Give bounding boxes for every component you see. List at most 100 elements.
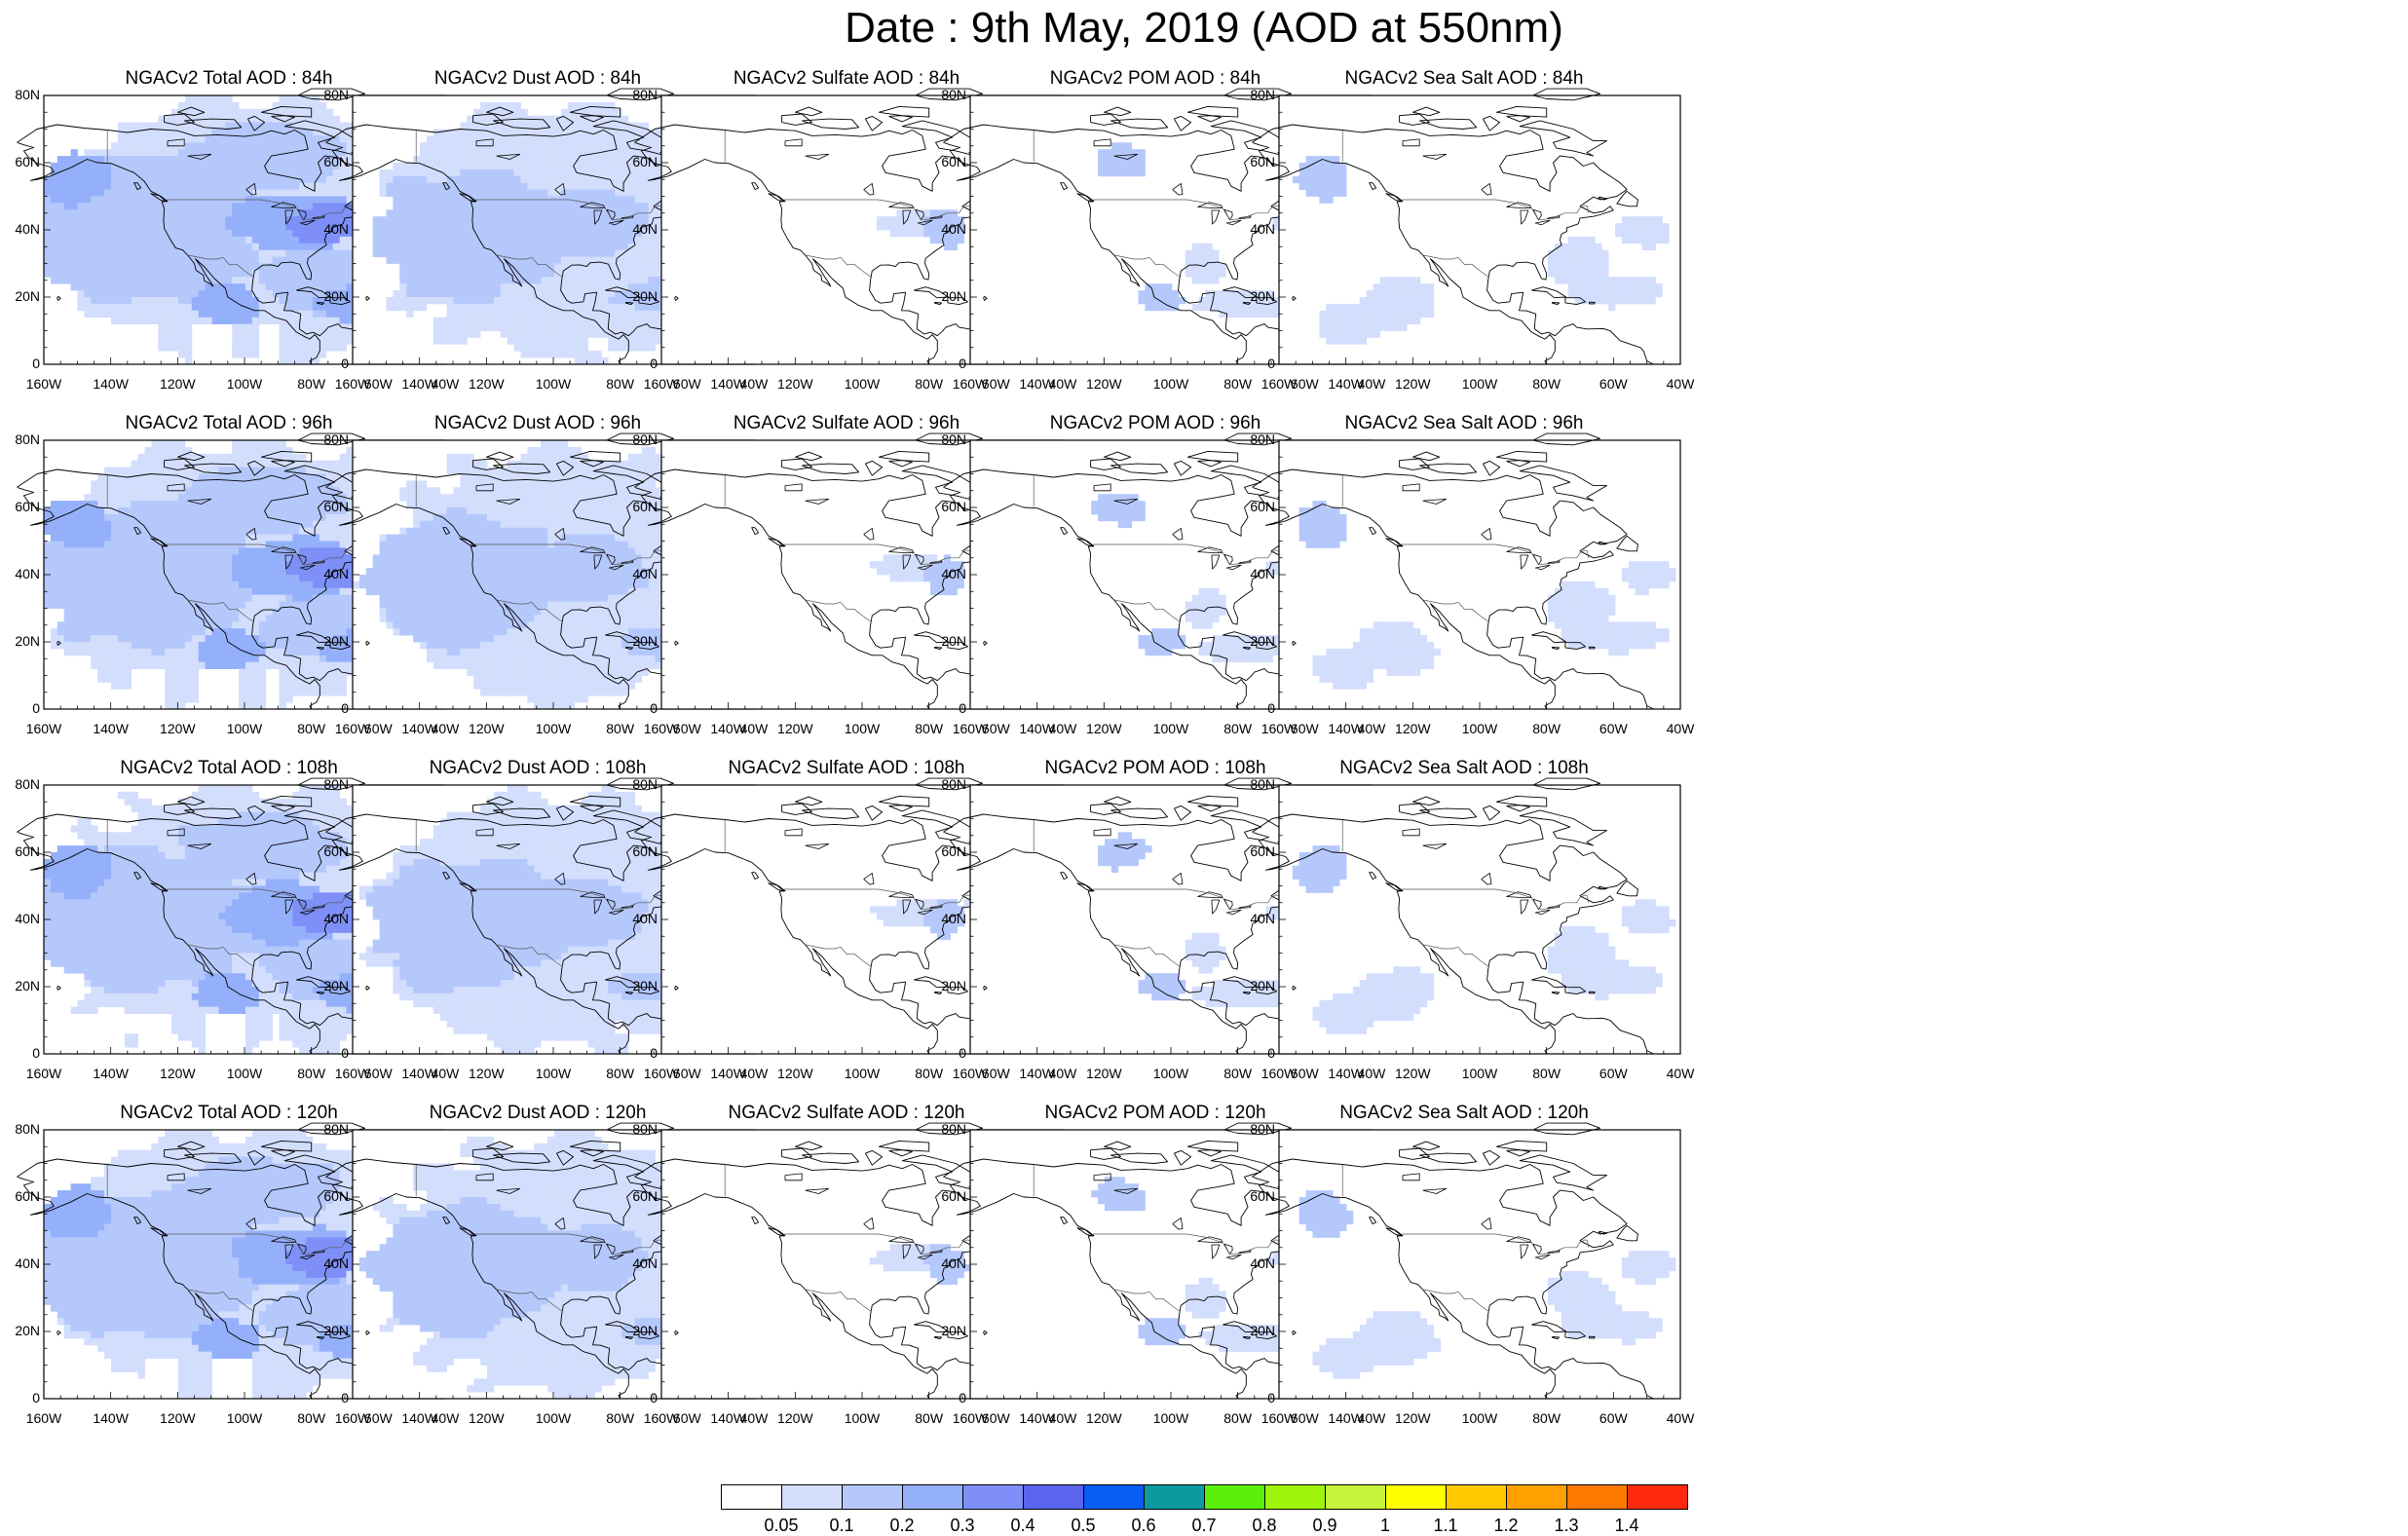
colorbar-swatch bbox=[781, 1484, 843, 1510]
lat-tick-label: 40N bbox=[1, 566, 40, 581]
lon-tick-label: 120W bbox=[153, 1066, 202, 1081]
colorbar-swatch bbox=[962, 1484, 1024, 1510]
lat-tick-label: 80N bbox=[310, 776, 349, 792]
lat-tick-label: 60N bbox=[619, 1188, 658, 1204]
lat-tick-label: 0 bbox=[927, 356, 966, 371]
lon-tick-label: 140W bbox=[395, 1410, 444, 1426]
map-plot-area bbox=[1279, 440, 1680, 709]
lat-tick-label: 80N bbox=[1, 87, 40, 102]
lat-tick-label: 60N bbox=[1236, 154, 1275, 169]
lat-tick-label: 40N bbox=[619, 566, 658, 581]
colorbar-swatch bbox=[1264, 1484, 1326, 1510]
lon-tick-label: 140W bbox=[1013, 376, 1062, 392]
lon-tick-label: 100W bbox=[1455, 376, 1504, 392]
lon-tick-label: 160W bbox=[328, 721, 377, 736]
lat-tick-label: 60N bbox=[310, 499, 349, 514]
lat-tick-label: 80N bbox=[1236, 1121, 1275, 1137]
lon-tick-label: 140W bbox=[1013, 1066, 1062, 1081]
colorbar-swatch bbox=[1023, 1484, 1084, 1510]
lon-tick-label: 120W bbox=[1079, 721, 1128, 736]
lat-tick-label: 20N bbox=[1, 1323, 40, 1338]
lon-tick-label: 140W bbox=[1322, 376, 1371, 392]
colorbar-swatch bbox=[1627, 1484, 1688, 1510]
lon-tick-label: 100W bbox=[1147, 721, 1195, 736]
lat-tick-label: 0 bbox=[1, 1045, 40, 1061]
lon-tick-label: 120W bbox=[462, 1410, 510, 1426]
lon-tick-label: 60W bbox=[1589, 1066, 1637, 1081]
lon-tick-label: 160W bbox=[19, 721, 68, 736]
lat-tick-label: 40N bbox=[1236, 566, 1275, 581]
colorbar-label: 0.7 bbox=[1175, 1516, 1233, 1536]
lon-tick-label: 140W bbox=[395, 721, 444, 736]
lon-tick-label: 160W bbox=[946, 1410, 995, 1426]
lon-tick-label: 140W bbox=[87, 1066, 135, 1081]
lat-tick-label: 0 bbox=[310, 1045, 349, 1061]
lon-tick-label: 140W bbox=[395, 1066, 444, 1081]
lon-tick-label: 140W bbox=[1322, 721, 1371, 736]
colorbar-swatch bbox=[1566, 1484, 1628, 1510]
lon-tick-label: 120W bbox=[771, 1066, 819, 1081]
lon-tick-label: 160W bbox=[1255, 376, 1303, 392]
lat-tick-label: 20N bbox=[1236, 288, 1275, 304]
lat-tick-label: 40N bbox=[310, 911, 349, 926]
aod-map bbox=[1279, 95, 1680, 364]
lat-tick-label: 0 bbox=[619, 1390, 658, 1405]
colorbar-swatch bbox=[1385, 1484, 1447, 1510]
lon-tick-label: 40W bbox=[1656, 1410, 1705, 1426]
lat-tick-label: 20N bbox=[619, 633, 658, 649]
lon-tick-label: 140W bbox=[87, 721, 135, 736]
lat-tick-label: 0 bbox=[1, 700, 40, 716]
lon-tick-label: 120W bbox=[1079, 376, 1128, 392]
lon-tick-label: 120W bbox=[771, 1410, 819, 1426]
lat-tick-label: 80N bbox=[1236, 431, 1275, 447]
lat-tick-label: 80N bbox=[619, 87, 658, 102]
lon-tick-label: 160W bbox=[19, 1066, 68, 1081]
lat-tick-label: 0 bbox=[927, 1045, 966, 1061]
lat-tick-label: 20N bbox=[619, 288, 658, 304]
lon-tick-label: 120W bbox=[771, 721, 819, 736]
lon-tick-label: 160W bbox=[637, 1410, 686, 1426]
lon-tick-label: 140W bbox=[1013, 721, 1062, 736]
lat-tick-label: 60N bbox=[619, 154, 658, 169]
colorbar-label: 0.8 bbox=[1235, 1516, 1294, 1536]
lon-tick-label: 140W bbox=[704, 376, 753, 392]
lat-tick-label: 60N bbox=[927, 843, 966, 859]
lat-tick-label: 0 bbox=[310, 700, 349, 716]
lon-tick-label: 80W bbox=[1523, 1410, 1571, 1426]
lat-tick-label: 80N bbox=[310, 431, 349, 447]
lon-tick-label: 100W bbox=[1455, 721, 1504, 736]
lon-tick-label: 100W bbox=[220, 721, 269, 736]
colorbar-swatch bbox=[1325, 1484, 1386, 1510]
lon-tick-label: 160W bbox=[19, 1410, 68, 1426]
lat-tick-label: 40N bbox=[1236, 911, 1275, 926]
lon-tick-label: 120W bbox=[462, 376, 510, 392]
colorbar-swatch bbox=[721, 1484, 782, 1510]
map-plot-area bbox=[1279, 95, 1680, 364]
lon-tick-label: 60W bbox=[1589, 721, 1637, 736]
lat-tick-label: 40N bbox=[927, 911, 966, 926]
lat-tick-label: 20N bbox=[310, 1323, 349, 1338]
lat-tick-label: 40N bbox=[927, 221, 966, 237]
lat-tick-label: 20N bbox=[1, 288, 40, 304]
lon-tick-label: 100W bbox=[529, 1410, 578, 1426]
colorbar-swatch bbox=[1083, 1484, 1145, 1510]
lon-tick-label: 160W bbox=[946, 1066, 995, 1081]
lat-tick-label: 40N bbox=[310, 1255, 349, 1271]
lat-tick-label: 40N bbox=[310, 566, 349, 581]
lat-tick-label: 0 bbox=[1236, 700, 1275, 716]
lat-tick-label: 60N bbox=[1236, 843, 1275, 859]
lat-tick-label: 80N bbox=[619, 1121, 658, 1137]
lat-tick-label: 0 bbox=[619, 700, 658, 716]
lon-tick-label: 120W bbox=[1388, 1066, 1437, 1081]
lat-tick-label: 20N bbox=[1, 633, 40, 649]
lon-tick-label: 100W bbox=[529, 376, 578, 392]
lon-tick-label: 100W bbox=[1147, 1410, 1195, 1426]
lon-tick-label: 160W bbox=[328, 376, 377, 392]
colorbar-label: 1.2 bbox=[1477, 1516, 1535, 1536]
lon-tick-label: 100W bbox=[1455, 1410, 1504, 1426]
lon-tick-label: 100W bbox=[838, 721, 886, 736]
colorbar-label: 0.9 bbox=[1296, 1516, 1354, 1536]
colorbar-label: 0.5 bbox=[1054, 1516, 1112, 1536]
